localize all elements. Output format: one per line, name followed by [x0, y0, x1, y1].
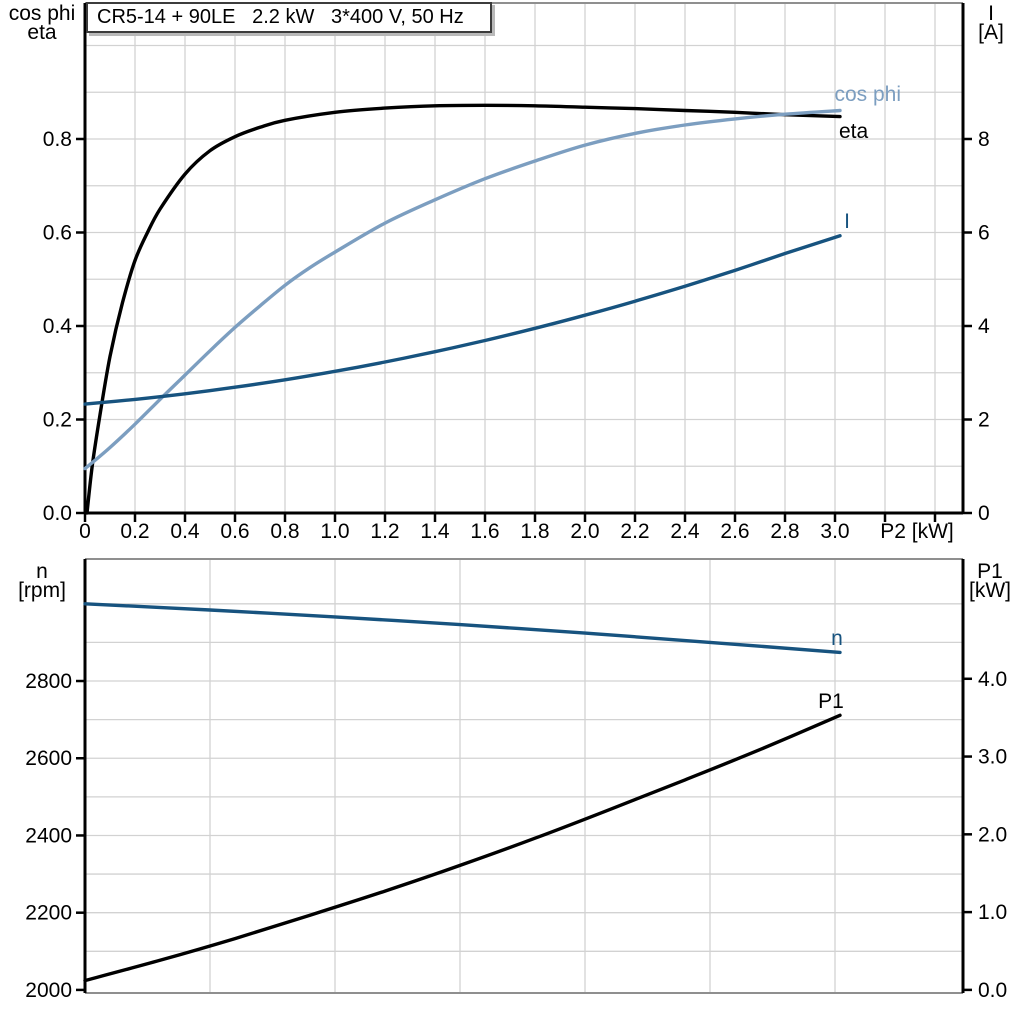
x-tick-label: 0.8 [270, 520, 299, 543]
curve-label-P1: P1 [818, 690, 844, 713]
axis-label-cos-phi: cos phi [8, 2, 76, 25]
x-tick-label: 0.6 [220, 520, 249, 543]
right-tick-label: 4 [978, 315, 990, 338]
bottom-right-axis-label: P1 [kW] [960, 560, 1020, 602]
curve-n [83, 602, 842, 655]
x-tick-label: 2.2 [620, 520, 649, 543]
curve-P1 [83, 713, 842, 983]
curve-I [83, 234, 842, 406]
x-tick-label: 1.2 [370, 520, 399, 543]
x-tick-label: 2.8 [770, 520, 799, 543]
x-tick-label: 2.0 [570, 520, 599, 543]
chart-title: CR5-14 + 90LE 2.2 kW 3*400 V, 50 Hz [97, 6, 464, 28]
axis-label-p1-unit: [kW] [969, 579, 1011, 602]
curve-eta [85, 103, 842, 515]
left-tick-label: 2600 [25, 747, 72, 770]
axis-label-current-unit: [A] [978, 21, 1004, 44]
x-tick-label: 2.4 [670, 520, 700, 543]
x-tick-label: 0.2 [120, 520, 149, 543]
chart-title-box: CR5-14 + 90LE 2.2 kW 3*400 V, 50 Hz [86, 2, 492, 33]
x-tick-label: 1.6 [470, 520, 499, 543]
curve-label-n: n [831, 627, 843, 650]
axis-label-p1: P1 [977, 560, 1003, 583]
axis-label-speed: n [36, 560, 48, 583]
x-tick-label: 2.6 [720, 520, 749, 543]
x-tick-label: 1.4 [420, 520, 450, 543]
x-tick-label: 3.0 [820, 520, 849, 543]
curve-label-cos-phi: cos phi [834, 83, 901, 106]
right-tick-label: 3.0 [978, 746, 1007, 769]
curve-label-eta: eta [839, 120, 869, 143]
curve-cos-phi [83, 108, 842, 471]
left-tick-label: 0.0 [43, 502, 72, 525]
top-right-axis-label: I [A] [962, 2, 1020, 44]
x-tick-label: 1.0 [320, 520, 349, 543]
x-axis-title: P2 [kW] [880, 520, 954, 543]
right-tick-label: 2 [978, 408, 990, 431]
right-tick-label: 4.0 [978, 668, 1007, 691]
left-tick-label: 0.4 [43, 315, 73, 338]
left-tick-label: 0.2 [43, 408, 72, 431]
x-tick-label: 0 [79, 520, 91, 543]
x-tick-label: 0.4 [170, 520, 200, 543]
axis-label-current: I [988, 2, 994, 25]
bottom-left-axis-label: n [rpm] [2, 560, 82, 602]
right-tick-label: 0.0 [978, 979, 1007, 1002]
curve-label-I: I [844, 210, 850, 233]
left-tick-label: 0.8 [43, 128, 72, 151]
left-tick-label: 2000 [25, 979, 72, 1002]
x-tick-label: 1.8 [520, 520, 549, 543]
right-tick-label: 1.0 [978, 901, 1007, 924]
right-tick-label: 8 [978, 128, 990, 151]
right-tick-label: 0 [978, 502, 990, 525]
right-tick-label: 2.0 [978, 823, 1007, 846]
axis-label-speed-unit: [rpm] [18, 579, 66, 602]
right-tick-label: 6 [978, 221, 990, 244]
axis-label-eta: eta [27, 21, 57, 44]
top-left-axis-label: cos phi eta [2, 2, 82, 44]
left-tick-label: 2400 [25, 824, 72, 847]
left-tick-label: 0.6 [43, 221, 72, 244]
left-tick-label: 2200 [25, 902, 72, 925]
left-tick-label: 2800 [25, 670, 72, 693]
